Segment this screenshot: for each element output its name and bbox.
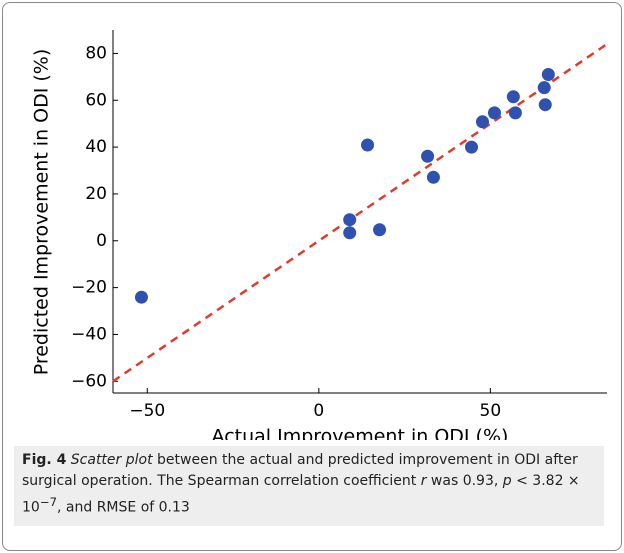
x-tick-label: 50 bbox=[480, 401, 502, 421]
point bbox=[464, 140, 478, 154]
x-axis-label: Actual Improvement in ODI (%) bbox=[212, 426, 509, 441]
y-tick-label: 40 bbox=[85, 137, 107, 157]
point bbox=[343, 213, 357, 227]
x-tick-label: −50 bbox=[129, 401, 165, 421]
point bbox=[373, 223, 387, 237]
point bbox=[134, 290, 148, 304]
y-tick-label: 80 bbox=[85, 43, 107, 63]
point bbox=[475, 115, 489, 129]
caption-text: Scatter plot bbox=[70, 452, 153, 468]
point bbox=[506, 90, 520, 104]
y-tick-label: 20 bbox=[85, 184, 107, 204]
caption-text: was 0.93, bbox=[430, 473, 499, 489]
point bbox=[361, 138, 375, 152]
point bbox=[487, 106, 501, 120]
identity-line bbox=[112, 43, 608, 383]
caption-text: −7 bbox=[39, 495, 58, 509]
chart: Actual Improvement in ODI (%) Predicted … bbox=[31, 30, 608, 441]
point bbox=[537, 81, 551, 95]
caption-text: , and RMSE of 0.13 bbox=[57, 499, 190, 516]
x-tick-label: 0 bbox=[313, 401, 324, 421]
y-tick-label: −60 bbox=[71, 371, 107, 391]
caption-text: < 3.82 × 10 bbox=[22, 473, 580, 516]
point bbox=[426, 170, 440, 184]
y-tick-label: 0 bbox=[96, 231, 107, 251]
y-tick-label: −40 bbox=[71, 324, 107, 344]
caption-text: r bbox=[420, 473, 427, 489]
point bbox=[538, 98, 552, 112]
caption-text: p bbox=[502, 473, 512, 489]
caption: Fig. 4 Scatter plot between the actual a… bbox=[14, 446, 604, 526]
y-axis-label: Predicted Improvement in ODI (%) bbox=[31, 49, 53, 376]
caption-text: between the actual and predicted improve… bbox=[22, 452, 578, 489]
point bbox=[421, 149, 435, 163]
y-tick-label: −20 bbox=[71, 278, 107, 298]
point bbox=[541, 67, 555, 81]
y-tick-label: 60 bbox=[85, 90, 107, 110]
point bbox=[343, 226, 357, 240]
caption-label: Fig. 4 bbox=[22, 452, 67, 468]
point bbox=[508, 106, 522, 120]
